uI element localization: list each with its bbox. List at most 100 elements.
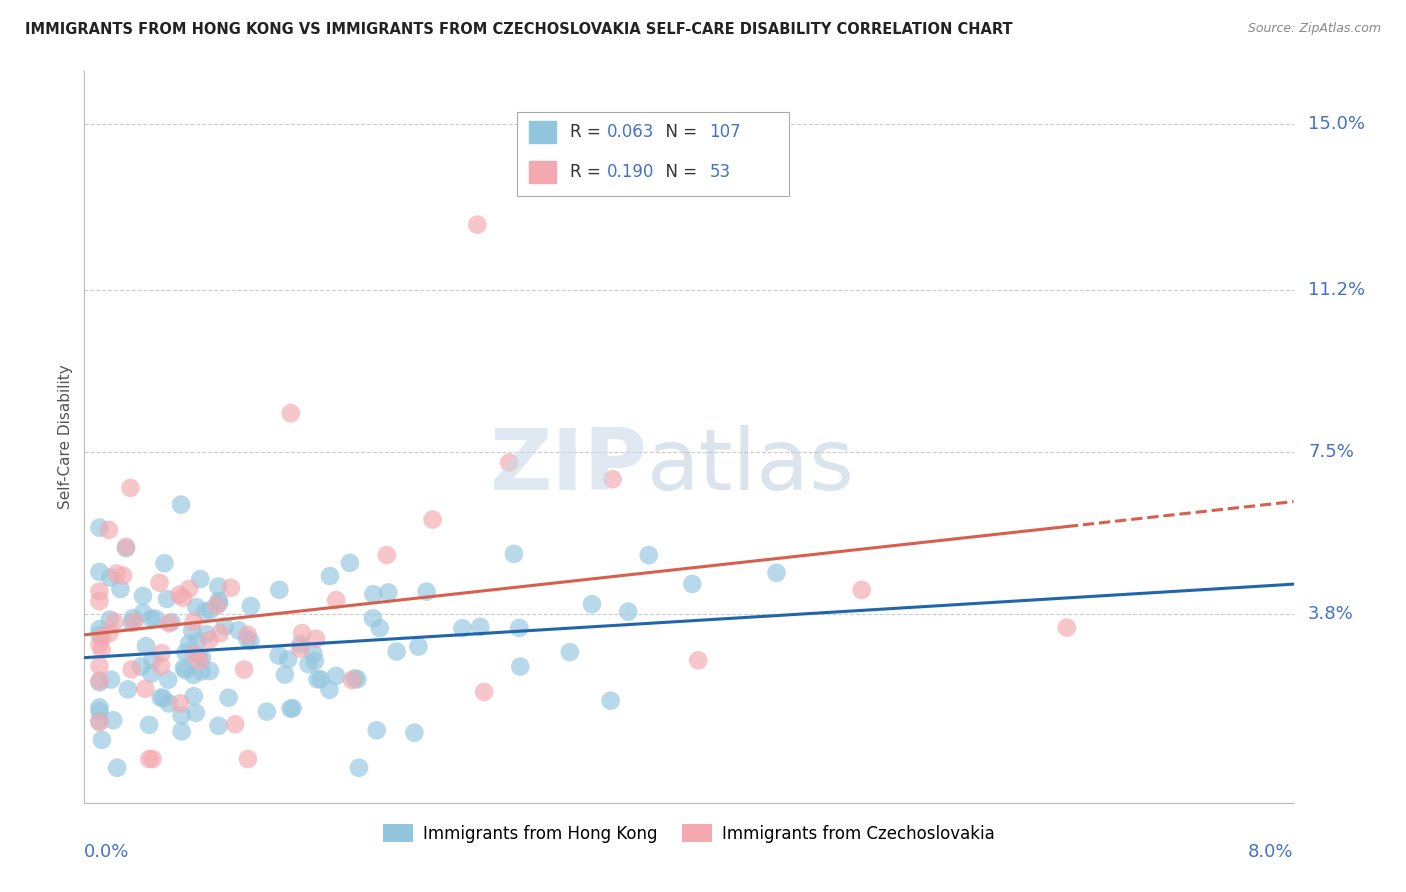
Point: [239, 599, 262, 613]
Point: [408, 640, 430, 654]
Point: [90, 642, 112, 657]
Point: [170, 724, 193, 739]
Point: [103, 713, 125, 727]
Point: [205, 599, 228, 613]
Point: [319, 569, 342, 583]
Point: [190, 665, 212, 679]
Point: [156, 591, 179, 606]
Point: [599, 694, 621, 708]
Point: [325, 593, 347, 607]
Point: [174, 663, 197, 677]
Point: [157, 697, 180, 711]
Point: [177, 582, 200, 596]
Point: [124, 615, 146, 629]
Point: [187, 649, 209, 664]
Point: [508, 621, 530, 635]
Point: [97, 523, 120, 537]
Point: [89, 628, 111, 642]
Point: [209, 626, 232, 640]
Point: [174, 646, 197, 660]
Point: [236, 632, 259, 646]
Point: [150, 659, 173, 673]
Point: [103, 615, 125, 629]
Bar: [529, 121, 555, 143]
Point: [503, 547, 526, 561]
Text: 0.0%: 0.0%: [84, 843, 129, 861]
Point: [422, 512, 444, 526]
Point: [183, 689, 205, 703]
Point: [134, 681, 156, 696]
Point: [89, 565, 111, 579]
Point: [98, 626, 121, 640]
Point: [135, 639, 157, 653]
Point: [498, 456, 520, 470]
Point: [219, 581, 242, 595]
Point: [307, 673, 329, 687]
Point: [581, 597, 603, 611]
Point: [89, 675, 111, 690]
Text: Source: ZipAtlas.com: Source: ZipAtlas.com: [1247, 22, 1381, 36]
Text: 8.0%: 8.0%: [1249, 843, 1294, 861]
Text: 0.063: 0.063: [607, 123, 654, 141]
Text: 0.190: 0.190: [607, 162, 654, 180]
Point: [157, 673, 180, 687]
Point: [325, 669, 347, 683]
Point: [186, 634, 208, 648]
Point: [148, 575, 170, 590]
Point: [141, 666, 163, 681]
Point: [150, 646, 173, 660]
Point: [152, 691, 174, 706]
Point: [141, 612, 163, 626]
Point: [138, 718, 160, 732]
Point: [89, 638, 111, 652]
Point: [509, 659, 531, 673]
Point: [110, 582, 132, 596]
Point: [184, 706, 207, 720]
Point: [183, 615, 205, 629]
Point: [228, 624, 250, 638]
Point: [339, 556, 361, 570]
Point: [602, 472, 624, 486]
Point: [89, 704, 111, 718]
Text: 3.8%: 3.8%: [1308, 606, 1354, 624]
Point: [191, 651, 214, 665]
Point: [302, 647, 325, 661]
Point: [129, 659, 152, 673]
Text: 7.5%: 7.5%: [1308, 443, 1354, 461]
Point: [177, 637, 200, 651]
Point: [269, 582, 291, 597]
Point: [297, 657, 319, 672]
Point: [239, 634, 262, 648]
Point: [290, 641, 312, 656]
Point: [89, 700, 111, 714]
Point: [153, 556, 176, 570]
Text: N =: N =: [655, 123, 703, 141]
Point: [89, 521, 111, 535]
Point: [340, 673, 363, 687]
Point: [142, 653, 165, 667]
Text: atlas: atlas: [647, 425, 855, 508]
Point: [368, 621, 391, 635]
Point: [132, 606, 155, 620]
Bar: [529, 161, 555, 183]
Point: [309, 672, 332, 686]
Point: [291, 626, 314, 640]
Point: [89, 584, 111, 599]
Text: R =: R =: [571, 123, 606, 141]
Point: [89, 715, 111, 730]
Point: [765, 566, 787, 580]
Point: [467, 218, 489, 232]
Point: [305, 632, 328, 646]
Point: [347, 761, 370, 775]
Point: [105, 566, 128, 581]
Point: [132, 589, 155, 603]
Point: [385, 644, 408, 658]
Point: [236, 752, 259, 766]
Text: ZIP: ZIP: [489, 425, 647, 508]
Point: [267, 648, 290, 663]
Point: [200, 603, 222, 617]
Point: [281, 701, 304, 715]
Point: [115, 540, 138, 554]
Point: [169, 696, 191, 710]
Point: [470, 620, 492, 634]
